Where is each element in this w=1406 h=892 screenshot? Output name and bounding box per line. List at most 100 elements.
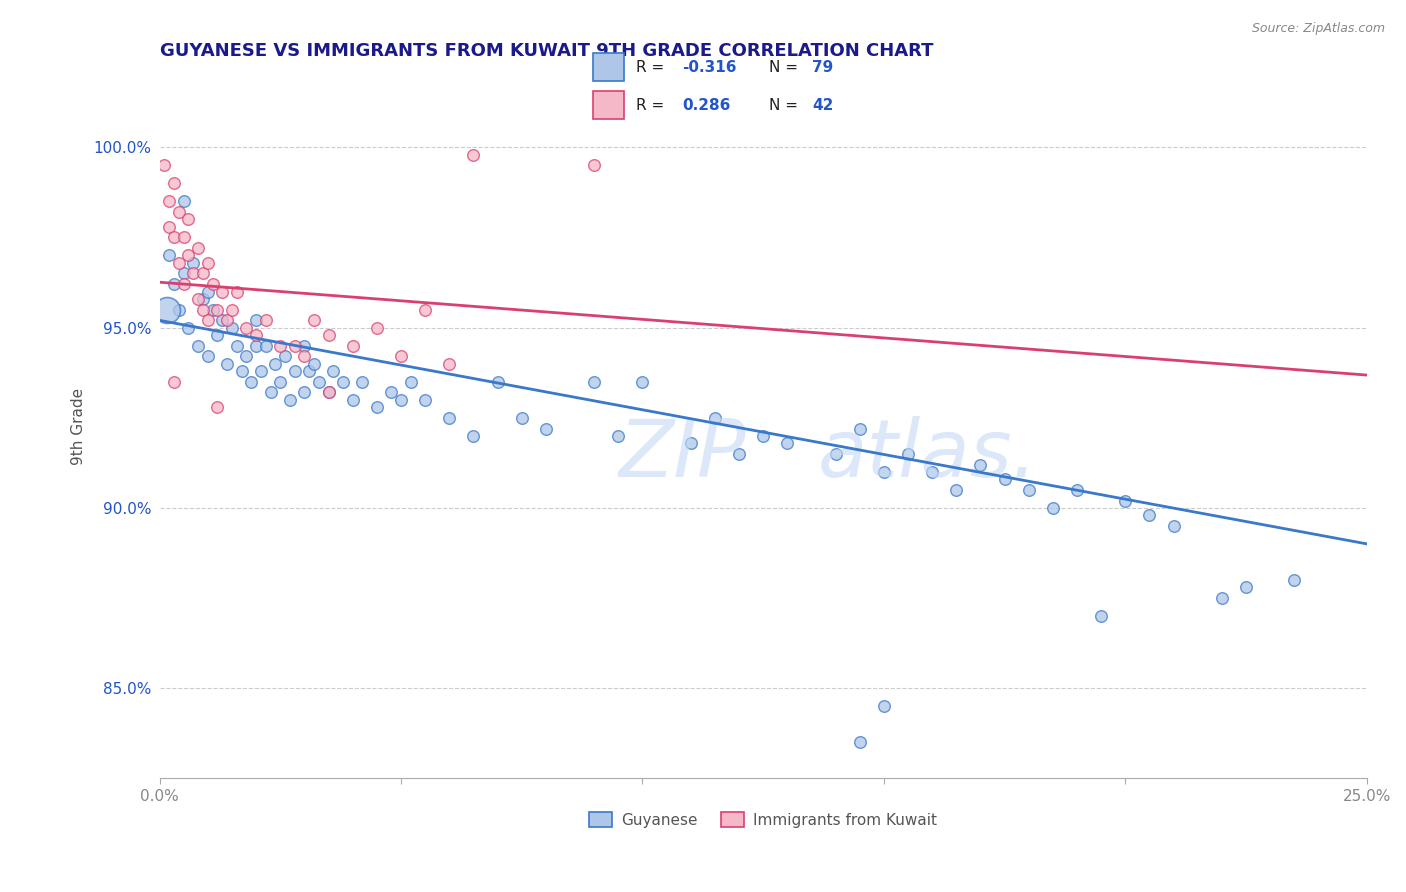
Point [225,338,247,352]
Point [167,205,190,219]
Point [752,428,775,442]
Text: -0.316: -0.316 [682,60,737,75]
Point [191,292,214,306]
Text: N =: N = [769,60,803,75]
Point [1139,508,1161,522]
Point [163,277,186,292]
Point [873,699,896,714]
Point [197,255,219,269]
Point [240,375,263,389]
Point [157,248,180,262]
Point [1090,609,1112,624]
Point [413,302,436,317]
Point [1114,493,1136,508]
Point [274,350,297,364]
Point [332,375,354,389]
Point [1211,591,1233,605]
Text: R =: R = [636,98,673,112]
Text: atlas.: atlas. [817,416,1038,494]
Point [292,385,315,400]
Point [439,410,461,425]
Text: 79: 79 [813,60,834,75]
Point [607,428,630,442]
Point [284,338,307,352]
Point [163,230,186,244]
FancyBboxPatch shape [593,54,624,81]
Point [269,375,291,389]
Legend: Guyanese, Immigrants from Kuwait: Guyanese, Immigrants from Kuwait [583,805,943,834]
Point [776,436,799,450]
Point [631,375,654,389]
Point [945,483,967,497]
Point [969,458,991,472]
Point [163,375,186,389]
Point [173,194,195,209]
Point [1163,519,1185,533]
Point [318,385,340,400]
Point [245,313,267,327]
Point [191,302,214,317]
Point [217,313,239,327]
Point [187,292,209,306]
Text: Source: ZipAtlas.com: Source: ZipAtlas.com [1251,22,1385,36]
Text: ZIP: ZIP [619,416,745,494]
Point [679,436,702,450]
Point [181,267,204,281]
Point [221,320,243,334]
Point [921,465,943,479]
Point [225,285,247,299]
Point [207,327,229,342]
Point [703,410,725,425]
Point [308,375,330,389]
Point [157,219,180,234]
Point [302,313,325,327]
Point [173,230,195,244]
Point [269,338,291,352]
Point [167,255,190,269]
Text: N =: N = [769,98,803,112]
Point [318,385,340,400]
Point [389,350,412,364]
Point [848,421,870,435]
Point [259,385,281,400]
Point [153,158,176,172]
Point [254,313,277,327]
Text: 0.286: 0.286 [682,98,731,112]
Point [848,735,870,749]
Point [342,392,364,407]
Point [177,212,200,227]
Point [157,194,180,209]
Point [583,375,606,389]
Point [197,350,219,364]
Point [250,364,273,378]
Point [181,255,204,269]
Point [235,350,257,364]
Point [994,472,1017,486]
Point [245,338,267,352]
Point [322,364,344,378]
Point [352,375,374,389]
Point [1284,573,1306,587]
Point [245,327,267,342]
FancyBboxPatch shape [593,91,624,120]
Text: 42: 42 [813,98,834,112]
Point [824,447,846,461]
Point [217,357,239,371]
Point [201,302,224,317]
Point [439,357,461,371]
Point [211,285,233,299]
Point [463,147,485,161]
Point [264,357,287,371]
Point [1066,483,1088,497]
Point [156,302,179,317]
Point [399,375,422,389]
Point [1234,580,1257,594]
Point [254,338,277,352]
Point [197,313,219,327]
Point [207,302,229,317]
Point [221,302,243,317]
Point [292,338,315,352]
Point [284,364,307,378]
Point [897,447,920,461]
Point [167,302,190,317]
